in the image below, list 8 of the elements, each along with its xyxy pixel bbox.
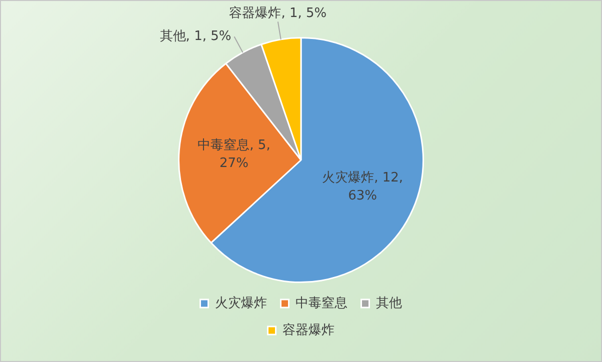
legend-label: 其他 (376, 296, 402, 311)
data-label: 容器爆炸, 1, 5% (229, 5, 327, 22)
legend-label: 容器爆炸 (282, 322, 334, 338)
legend-label: 火灾爆炸 (214, 294, 267, 311)
data-label: 其他, 1, 5% (160, 29, 232, 44)
data-label: 中毒窒息, 5, 27% (198, 136, 270, 171)
legend-label: 中毒窒息 (295, 294, 348, 311)
data-label: 火灾爆炸, 12, 63% (322, 169, 404, 204)
